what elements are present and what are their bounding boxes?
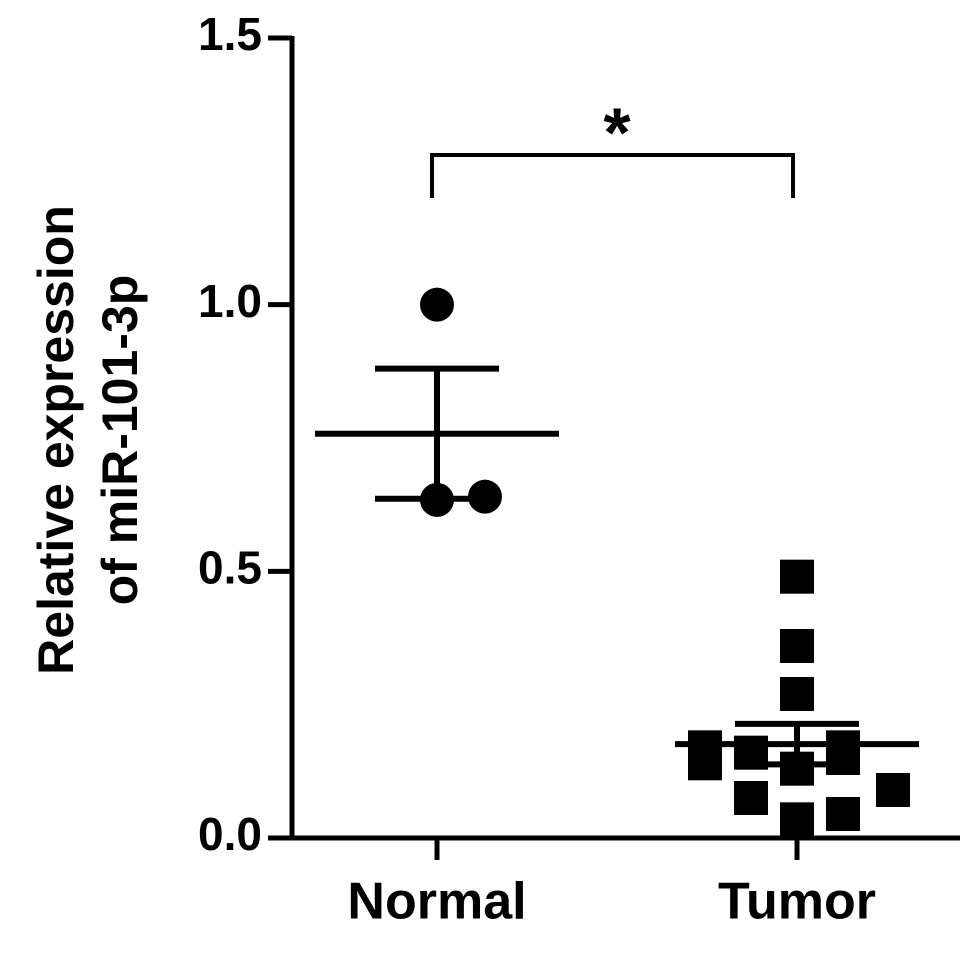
point: [420, 287, 454, 322]
point: [780, 629, 814, 663]
x-tick-label: Tumor: [718, 873, 876, 931]
point: [780, 559, 814, 594]
point: [826, 730, 860, 765]
significance-star: *: [603, 93, 631, 171]
point: [826, 797, 860, 831]
point: [734, 781, 768, 815]
y-tick-label: 1.0: [198, 275, 262, 327]
point: [780, 802, 814, 837]
y-tick-label: 0.5: [198, 541, 262, 593]
y-label-line: of miR-101-3p: [92, 275, 148, 606]
point: [876, 773, 910, 807]
y-label-line: Relative expression: [28, 205, 84, 675]
y-tick-label: 1.5: [198, 8, 262, 60]
x-tick-label: Normal: [347, 873, 526, 931]
point: [780, 677, 814, 711]
y-tick-label: 0.0: [198, 808, 262, 860]
y-label: Relative expression of miR-101-3p: [28, 205, 148, 675]
significance-bracket: [430, 153, 795, 198]
point: [688, 746, 722, 781]
